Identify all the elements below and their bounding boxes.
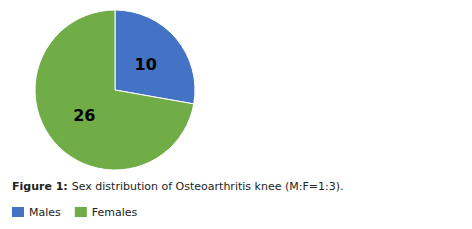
caption-text: Sex distribution of Osteoarthritis knee … (72, 180, 344, 193)
legend-swatch (75, 207, 87, 217)
legend-label: Females (92, 206, 138, 219)
legend-swatch (12, 207, 24, 217)
caption-title: Figure 1: (12, 180, 68, 193)
data-label: 26 (73, 106, 95, 125)
pie (35, 10, 195, 170)
chart: 10 26 Figure 1: Sex distribution of Osteoar… (0, 0, 472, 229)
legend-label: Males (29, 206, 61, 219)
pie-slice (115, 10, 195, 104)
pie-slice (35, 10, 194, 170)
legend: Males Females (12, 206, 138, 219)
data-label: 10 (135, 55, 157, 74)
